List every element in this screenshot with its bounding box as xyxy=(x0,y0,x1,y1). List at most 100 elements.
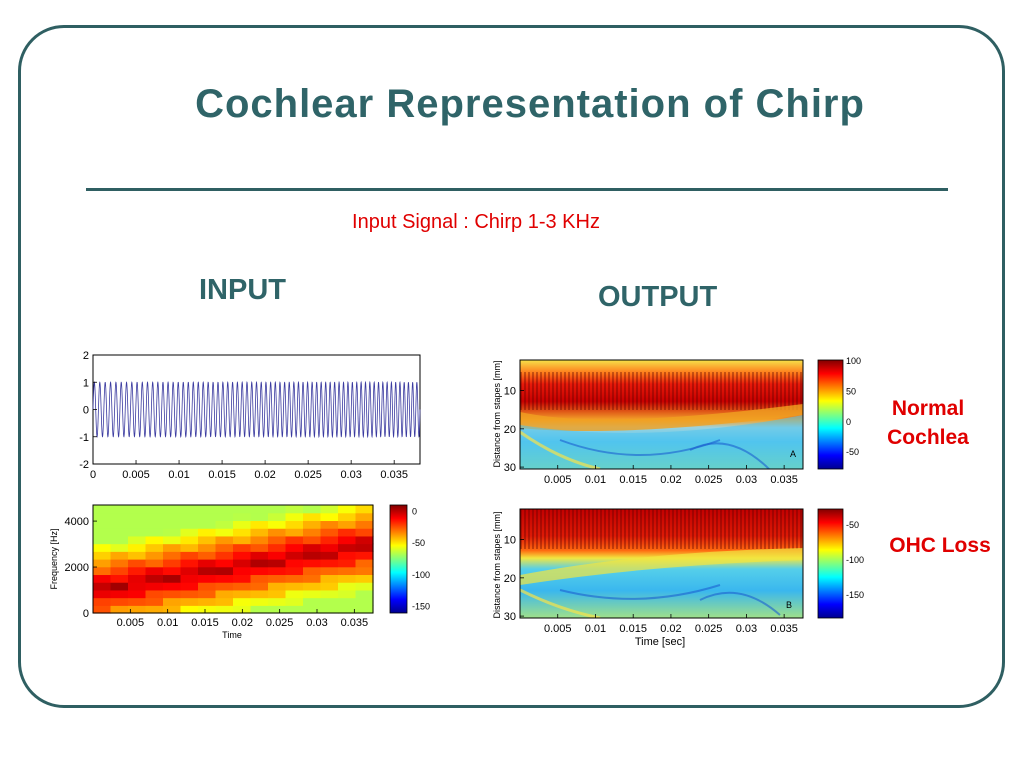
spectrogram-cell xyxy=(110,605,129,614)
normal-cochlea-plot-area xyxy=(519,359,804,470)
spectrogram-cell xyxy=(268,559,287,568)
spectrogram-cell xyxy=(180,574,199,583)
spectrogram-colorbar-tick: -50 xyxy=(412,538,425,548)
ohc-loss-colorbar-tick: -50 xyxy=(846,520,859,530)
spectrogram-cell xyxy=(250,535,269,545)
spectrogram-cell xyxy=(285,559,304,568)
spectrogram-cell xyxy=(320,566,339,576)
spectrogram-cell xyxy=(268,589,287,599)
spectrogram-cell xyxy=(320,605,339,614)
output-heading: OUTPUT xyxy=(598,281,718,313)
waveform-ytick-label: 2 xyxy=(83,350,89,362)
spectrogram-cell xyxy=(180,535,199,545)
spectrogram-cell xyxy=(110,589,129,599)
spectrogram-cell xyxy=(110,520,129,529)
normal-cochlea-xtick-label: 0.01 xyxy=(585,474,606,486)
spectrogram-cell xyxy=(163,582,182,591)
ohc-loss-xtick-label: 0.035 xyxy=(770,623,798,635)
spectrogram-cell xyxy=(198,512,217,522)
spectrogram-cell xyxy=(110,597,129,606)
spectrogram-cell xyxy=(320,597,339,606)
ohc-loss-colorbar-tick: -150 xyxy=(846,590,864,600)
spectrogram-cell xyxy=(110,528,129,537)
spectrogram-cell xyxy=(285,505,304,514)
spectrogram-xtick-label: 0.025 xyxy=(266,617,294,629)
normal-cochlea-xtick-label: 0.005 xyxy=(544,474,572,486)
spectrogram-cell xyxy=(320,528,339,537)
title-divider xyxy=(86,188,948,191)
spectrogram-cell xyxy=(163,528,182,537)
ohc-loss-chart: B 10 20 30 0.005 0.01 0.015 0.02 0.025 0.03 0.03… xyxy=(492,508,864,648)
spectrogram-cell xyxy=(320,589,339,599)
spectrogram-cell xyxy=(198,528,217,537)
spectrogram-cell xyxy=(128,574,147,583)
spectrogram-cell xyxy=(285,582,304,591)
spectrogram-cell xyxy=(198,589,217,599)
spectrogram-cell xyxy=(145,559,164,568)
spectrogram-cell xyxy=(93,582,112,591)
spectrogram-cell xyxy=(163,597,182,606)
normal-label-line1: Normal xyxy=(891,397,965,420)
spectrogram-cell xyxy=(338,605,357,614)
input-heading: INPUT xyxy=(199,274,286,306)
waveform-ytick-label: -1 xyxy=(79,432,89,444)
spectrogram-cell xyxy=(250,597,269,606)
spectrogram-cell xyxy=(198,582,217,591)
spectrogram-cell xyxy=(303,582,322,591)
spectrogram-cell xyxy=(128,582,147,591)
spectrogram-cell xyxy=(215,559,234,568)
spectrogram-cell xyxy=(355,559,374,568)
waveform-xtick-label: 0.025 xyxy=(294,469,322,481)
spectrogram-cell xyxy=(145,582,164,591)
spectrogram-cell xyxy=(163,589,182,599)
spectrogram-cell xyxy=(250,543,269,552)
spectrogram-cell xyxy=(268,574,287,583)
spectrogram-colorbar xyxy=(389,504,408,614)
spectrogram-cell xyxy=(215,535,234,545)
spectrogram-ytick-label: 0 xyxy=(83,608,89,620)
spectrogram-cell xyxy=(145,566,164,576)
spectrogram-cell xyxy=(128,535,147,545)
ohc-loss-label: OHC Loss xyxy=(889,534,991,557)
spectrogram-cell xyxy=(180,520,199,529)
spectrogram-cell xyxy=(250,505,269,514)
spectrogram-cell xyxy=(355,528,374,537)
spectrogram-cell xyxy=(233,597,252,606)
spectrogram-cell xyxy=(250,551,269,560)
slide-subtitle: Input Signal : Chirp 1-3 KHz xyxy=(352,211,600,233)
spectrogram-cell xyxy=(163,605,182,614)
spectrogram-cell xyxy=(320,512,339,522)
spectrogram-cell xyxy=(268,543,287,552)
spectrogram-cell xyxy=(285,512,304,522)
spectrogram-cell xyxy=(128,597,147,606)
spectrogram-cell xyxy=(180,551,199,560)
spectrogram-cell xyxy=(338,528,357,537)
spectrogram-cell xyxy=(198,535,217,545)
spectrogram-cell xyxy=(303,589,322,599)
spectrogram-cell xyxy=(215,551,234,560)
spectrogram-cell xyxy=(145,543,164,552)
spectrogram-cell xyxy=(233,505,252,514)
spectrogram-cell xyxy=(303,566,322,576)
ohc-loss-ytick-label: 20 xyxy=(504,573,516,585)
spectrogram-cell xyxy=(250,559,269,568)
ohc-loss-xtick-label: 0.015 xyxy=(619,623,647,635)
normal-cochlea-label: Normal Cochlea xyxy=(868,394,988,452)
spectrogram-cell xyxy=(355,520,374,529)
spectrogram-cell xyxy=(110,505,129,514)
spectrogram-cell xyxy=(110,574,129,583)
spectrogram-cell xyxy=(268,520,287,529)
spectrogram-cell xyxy=(128,559,147,568)
normal-cochlea-ylabel: Distance from stapes [mm] xyxy=(492,360,502,467)
spectrogram-cell xyxy=(110,512,129,522)
spectrogram-cell xyxy=(233,589,252,599)
spectrogram-xtick-label: 0.02 xyxy=(232,617,253,629)
spectrogram-cell xyxy=(250,566,269,576)
spectrogram-cell xyxy=(250,512,269,522)
ohc-loss-ylabel: Distance from stapes [mm] xyxy=(492,511,502,618)
spectrogram-cell xyxy=(355,535,374,545)
spectrogram-xtick-label: 0.015 xyxy=(191,617,219,629)
spectrogram-cell xyxy=(93,605,112,614)
spectrogram-cell xyxy=(198,520,217,529)
